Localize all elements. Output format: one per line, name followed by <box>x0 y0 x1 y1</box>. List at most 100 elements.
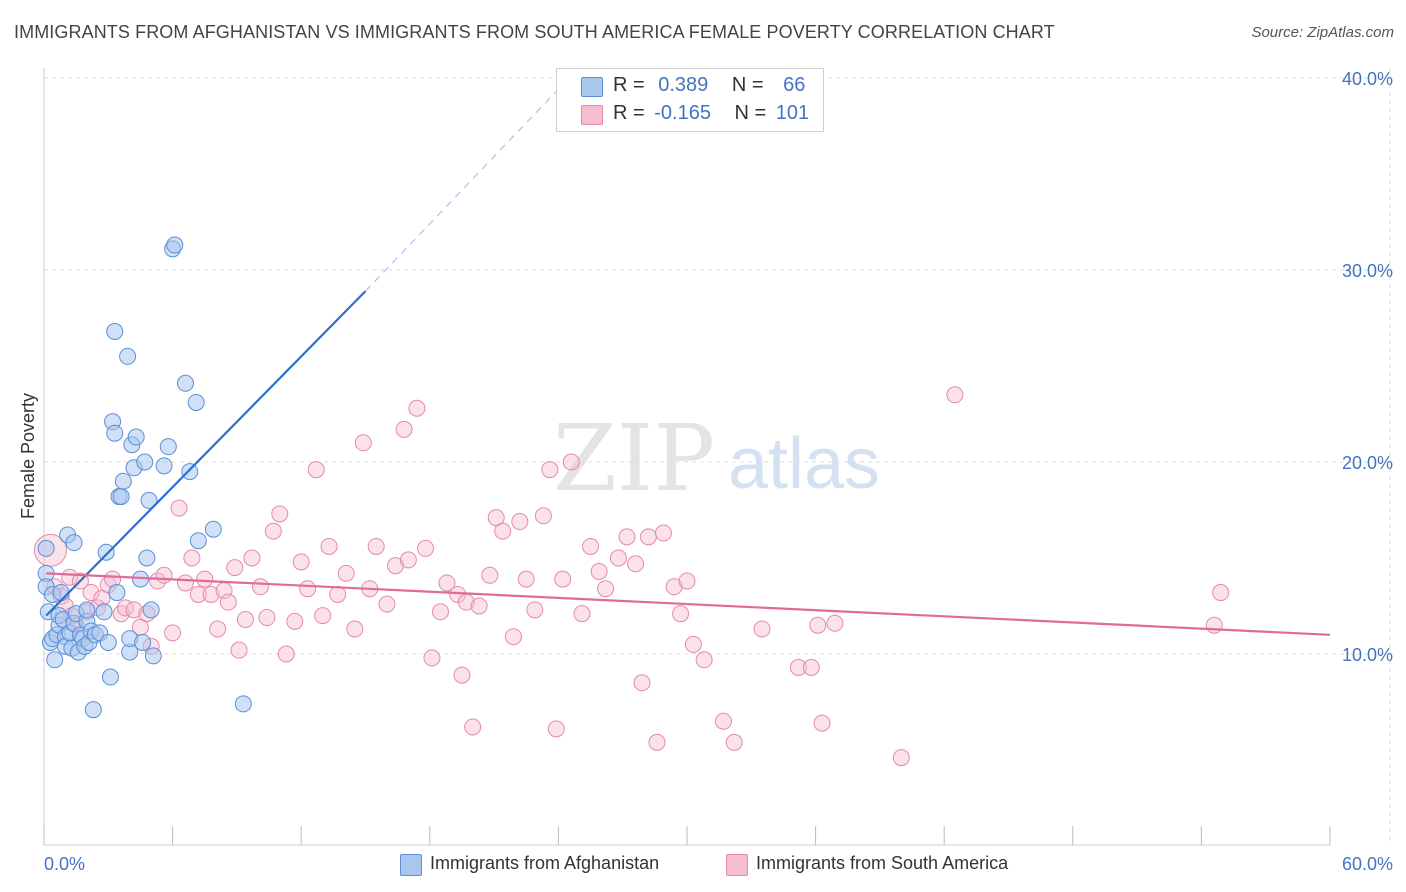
south-america-point <box>378 595 396 613</box>
south-america-point <box>695 651 713 669</box>
south-america-point <box>813 714 831 732</box>
south-america-point <box>196 570 214 588</box>
afghanistan-point <box>134 633 152 651</box>
south-america-point <box>189 585 207 603</box>
south-america-point <box>554 570 572 588</box>
n-label: N = <box>731 74 764 96</box>
afghanistan-point <box>108 584 126 602</box>
axes <box>43 68 1331 846</box>
tick-labels: 10.0% 20.0% 30.0% 40.0% 0.0% 60.0% <box>44 69 1393 874</box>
south-america-point <box>654 524 672 542</box>
south-america-point <box>155 566 173 584</box>
afghanistan-points <box>37 236 252 719</box>
south-america-point <box>170 499 188 517</box>
afghanistan-point <box>176 374 194 392</box>
south-america-point <box>116 599 134 617</box>
south-america-point <box>251 578 269 596</box>
south-america-point <box>494 522 512 540</box>
afghanistan-point <box>97 543 115 561</box>
south-america-point <box>809 616 827 634</box>
south-america-point <box>176 574 194 592</box>
south-america-point <box>354 434 372 452</box>
watermark: ZIP atlas <box>553 405 880 512</box>
south-america-point <box>481 566 499 584</box>
south-america-point <box>399 551 417 569</box>
south-america-point <box>82 584 100 602</box>
afghanistan-point <box>114 472 132 490</box>
afghanistan-swatch <box>581 77 603 97</box>
legend-label: Immigrants from Afghanistan <box>430 853 660 873</box>
south-america-point <box>633 674 651 692</box>
afghanistan-point <box>189 532 207 550</box>
south-america-point <box>286 612 304 630</box>
south-america-point <box>292 553 310 571</box>
south-america-point <box>314 607 332 625</box>
south-america-point <box>219 593 237 611</box>
afghanistan-trendline <box>45 290 367 617</box>
south-america-point <box>590 562 608 580</box>
afghanistan-point <box>138 549 156 567</box>
south-america-point <box>547 720 565 738</box>
afghanistan-point <box>101 668 119 686</box>
afghanistan-point <box>181 463 199 481</box>
south-america-point <box>753 620 771 638</box>
afghanistan-point <box>112 488 130 506</box>
south-america-point <box>230 641 248 659</box>
x-tick-label: 0.0% <box>44 854 85 874</box>
watermark-atlas: atlas <box>728 424 880 504</box>
afghanistan-point <box>106 322 124 340</box>
afghanistan-point <box>187 393 205 411</box>
south-america-point <box>789 658 807 676</box>
afghanistan-point <box>37 539 55 557</box>
south-america-point <box>526 601 544 619</box>
south-america-point <box>714 712 732 730</box>
south-america-swatch <box>726 854 748 876</box>
south-america-point <box>329 585 347 603</box>
south-america-point <box>258 609 276 627</box>
y-axis-label: Female Poverty <box>18 393 38 519</box>
afghanistan-point <box>84 701 102 719</box>
n-value: 101 <box>775 102 810 124</box>
south-america-point <box>464 718 482 736</box>
south-america-point <box>453 666 471 684</box>
south-america-point <box>609 549 627 567</box>
south-america-point <box>672 605 690 623</box>
south-america-point <box>504 628 522 646</box>
south-america-point <box>946 386 964 404</box>
south-america-point <box>299 580 317 598</box>
afghanistan-point <box>204 520 222 538</box>
south-america-point <box>417 539 435 557</box>
afghanistan-point <box>136 453 154 471</box>
south-america-point <box>597 580 615 598</box>
y-tick-label: 30.0% <box>1342 261 1393 281</box>
r-label: R = <box>613 102 645 124</box>
south-america-point <box>826 614 844 632</box>
south-america-point <box>346 620 364 638</box>
south-america-point <box>243 549 261 567</box>
south-america-point <box>684 635 702 653</box>
south-america-point <box>125 601 143 619</box>
watermark-zip: ZIP <box>553 405 715 512</box>
south-america-swatch <box>581 105 603 125</box>
source-label: Source: ZipAtlas.com <box>1251 24 1394 41</box>
afghanistan-point <box>65 534 83 552</box>
afghanistan-point <box>95 603 113 621</box>
south-america-trendline <box>46 572 1331 636</box>
afghanistan-point <box>155 457 173 475</box>
chart-title: IMMIGRANTS FROM AFGHANISTAN VS IMMIGRANT… <box>14 22 1055 42</box>
afghanistan-point <box>127 428 145 446</box>
south-america-point <box>236 610 254 628</box>
south-america-point <box>534 507 552 525</box>
south-america-point <box>209 620 227 638</box>
south-america-point <box>438 574 456 592</box>
south-america-point <box>627 555 645 573</box>
south-america-point <box>164 624 182 642</box>
r-value: -0.165 <box>654 102 711 124</box>
afghanistan-point <box>46 651 64 669</box>
r-label: R = <box>613 74 645 96</box>
south-america-point <box>511 513 529 531</box>
south-america-point <box>423 649 441 667</box>
afghanistan-point <box>52 584 70 602</box>
afghanistan-point <box>106 424 124 442</box>
afghanistan-swatch <box>400 854 422 876</box>
